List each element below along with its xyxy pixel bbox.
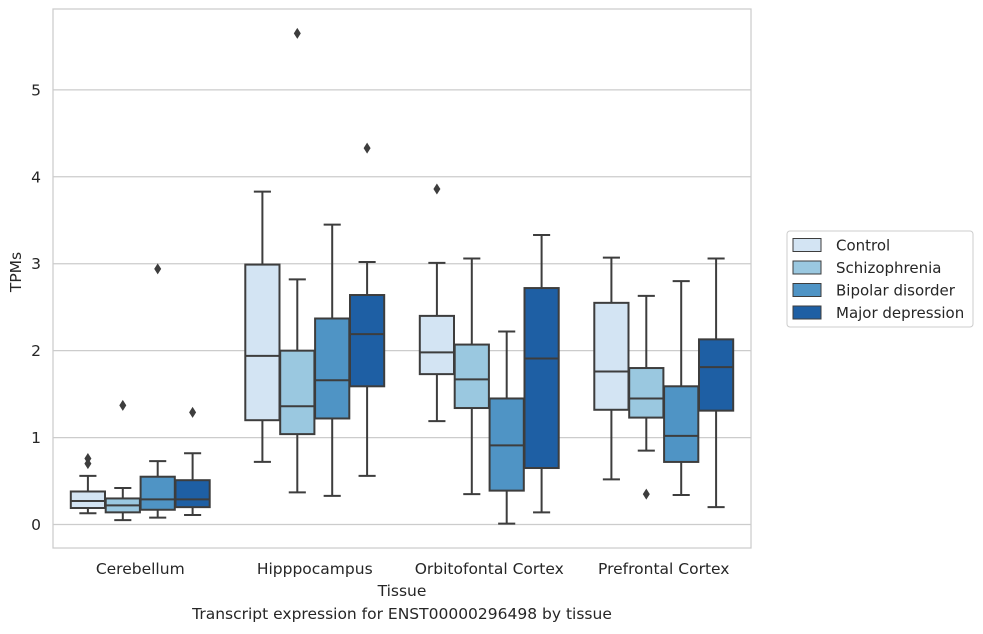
y-axis-label: TPMs <box>7 252 25 293</box>
box-plot <box>523 234 560 514</box>
box-plot <box>418 183 456 423</box>
x-tick-label: Cerebellum <box>96 560 185 578</box>
x-tick-label: Orbitofontal Cortex <box>415 560 564 578</box>
box-iqr <box>348 294 386 388</box>
box-iqr <box>244 263 281 422</box>
box-plot <box>593 256 630 481</box>
outlier-point <box>189 406 197 418</box>
legend-swatch <box>792 260 822 275</box>
outlier-point <box>293 27 301 39</box>
box-iqr <box>663 385 700 463</box>
box-plots <box>69 27 735 525</box>
box-iqr <box>279 349 316 436</box>
legend-swatch <box>792 305 822 320</box>
box-iqr <box>174 479 211 509</box>
box-plot <box>174 406 211 516</box>
box-iqr <box>453 343 490 410</box>
y-tick-label: 3 <box>31 255 41 273</box>
x-axis-label: Tissue <box>377 582 427 600</box>
box-iqr <box>593 301 630 411</box>
box-plot <box>279 27 316 494</box>
box-plot <box>488 330 525 525</box>
legend-swatch <box>792 238 822 252</box>
box-plot <box>663 280 700 496</box>
x-tick-label: Hipppocampus <box>257 560 373 578</box>
box-iqr <box>69 490 107 510</box>
box-plot <box>139 263 176 519</box>
legend-label: Control <box>836 237 890 255</box>
legend-label: Schizophrenia <box>836 259 941 277</box>
y-tick-label: 5 <box>31 81 41 99</box>
box-plot <box>348 142 386 477</box>
plot-frame <box>52 8 752 549</box>
x-tick-label: Prefrontal Cortex <box>598 560 729 578</box>
outlier-point <box>119 399 127 411</box>
y-tick-labels: 0 1 2 3 4 5 <box>31 81 41 534</box>
box-iqr <box>697 338 735 412</box>
y-tick-label: 0 <box>31 516 41 534</box>
outlier-point <box>154 263 162 275</box>
box-plot <box>628 294 665 500</box>
legend: Control Schizophrenia Bipolar disorder Majo… <box>786 230 974 328</box>
box-plot <box>104 399 141 522</box>
x-tick-labels: Cerebellum Hipppocampus Orbitofontal Corte… <box>96 560 730 578</box>
y-tick-label: 2 <box>31 342 41 360</box>
legend-swatch <box>792 283 822 297</box>
grid-lines <box>53 89 751 526</box>
legend-label: Major depression <box>836 304 964 322</box>
box-plot <box>69 452 107 515</box>
y-tick-label: 4 <box>31 168 41 186</box>
figure-caption: Transcript expression for ENST0000029649… <box>192 605 612 623</box>
box-plot <box>453 257 490 496</box>
outlier-point <box>84 452 92 464</box>
box-iqr <box>628 367 665 419</box>
box-iqr <box>418 314 456 376</box>
outlier-point <box>363 142 371 154</box>
box-plot <box>697 257 735 509</box>
y-tick-label: 1 <box>31 429 41 447</box>
box-plot <box>314 223 351 497</box>
legend-label: Bipolar disorder <box>836 282 956 300</box>
outlier-point <box>642 488 650 500</box>
legend-frame <box>786 230 974 328</box>
box-iqr <box>139 475 176 511</box>
box-iqr <box>314 317 351 420</box>
outlier-point <box>433 183 441 195</box>
box-iqr <box>523 287 560 470</box>
box-plot <box>244 190 281 463</box>
